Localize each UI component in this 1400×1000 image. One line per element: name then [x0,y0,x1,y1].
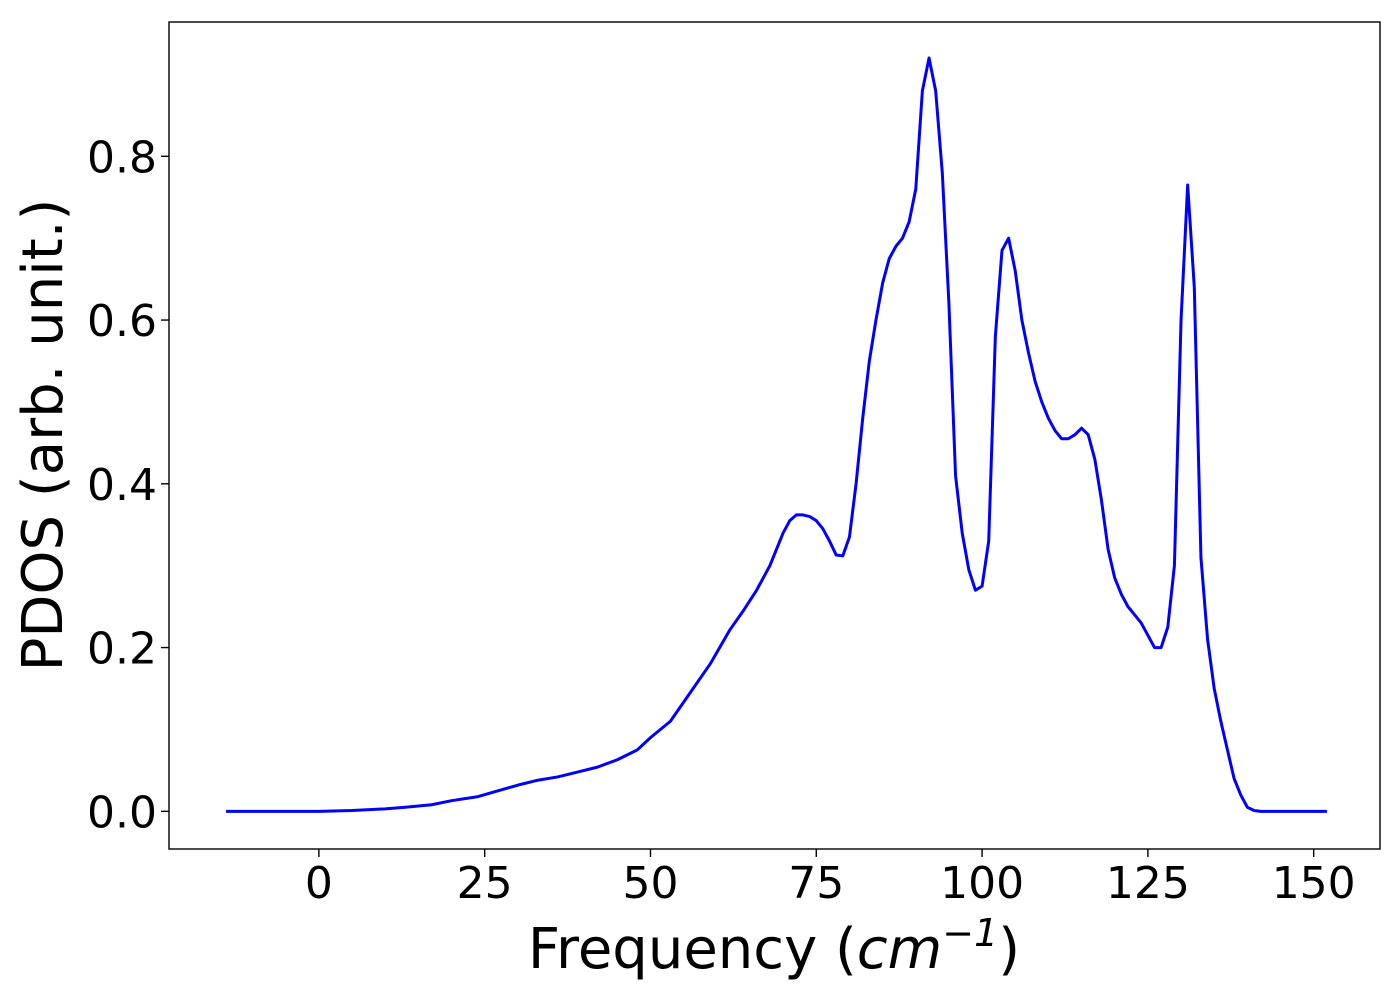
y-axis: 0.0 0.2 0.4 0.6 0.8 [87,132,169,838]
pdos-line [226,56,1327,813]
x-axis-label-unit-exponent: −1 [942,911,998,955]
x-tick-label: 25 [457,858,513,909]
series-layer [226,56,1327,813]
x-tick-label: 50 [622,858,678,909]
y-axis-label: PDOS (arb. unit.) [11,199,76,672]
x-axis-label-text: Frequency [528,917,817,982]
y-tick-label: 0.0 [87,787,157,838]
y-tick-label: 0.4 [87,460,157,511]
x-axis-label-close-paren: ) [998,917,1020,982]
y-tick-label: 0.6 [87,296,157,347]
x-tick-label: 0 [305,858,333,909]
x-axis-label-open-paren: ( [817,917,857,982]
x-axis: 0 25 50 75 100 125 150 [305,849,1356,909]
x-tick-label: 75 [788,858,844,909]
x-tick-label: 100 [940,858,1024,909]
y-tick-label: 0.8 [87,132,157,183]
x-tick-label: 125 [1106,858,1190,909]
y-tick-label: 0.2 [87,624,157,675]
x-axis-label: Frequency (cm−1) [528,911,1020,982]
x-axis-label-unit: cm [857,917,942,982]
plot-frame [168,21,1381,850]
x-tick-label: 150 [1272,858,1356,909]
